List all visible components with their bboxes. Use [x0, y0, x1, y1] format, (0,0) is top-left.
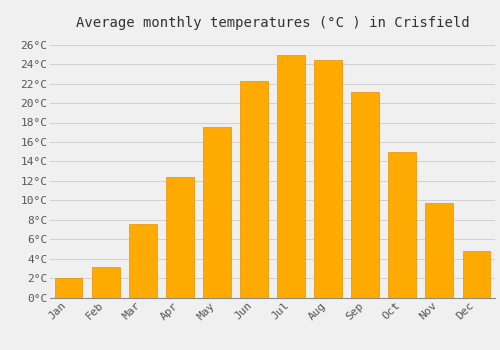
Bar [240, 81, 268, 298]
Bar [426, 203, 454, 298]
Bar [314, 60, 342, 298]
Bar [203, 127, 231, 298]
Bar [462, 251, 490, 298]
Bar [92, 267, 120, 297]
Bar [352, 92, 379, 298]
Bar [388, 152, 416, 298]
Bar [129, 224, 156, 298]
Bar [54, 278, 82, 298]
Bar [277, 55, 305, 298]
Title: Average monthly temperatures (°C ) in Crisfield: Average monthly temperatures (°C ) in Cr… [76, 16, 469, 30]
Bar [166, 177, 194, 298]
